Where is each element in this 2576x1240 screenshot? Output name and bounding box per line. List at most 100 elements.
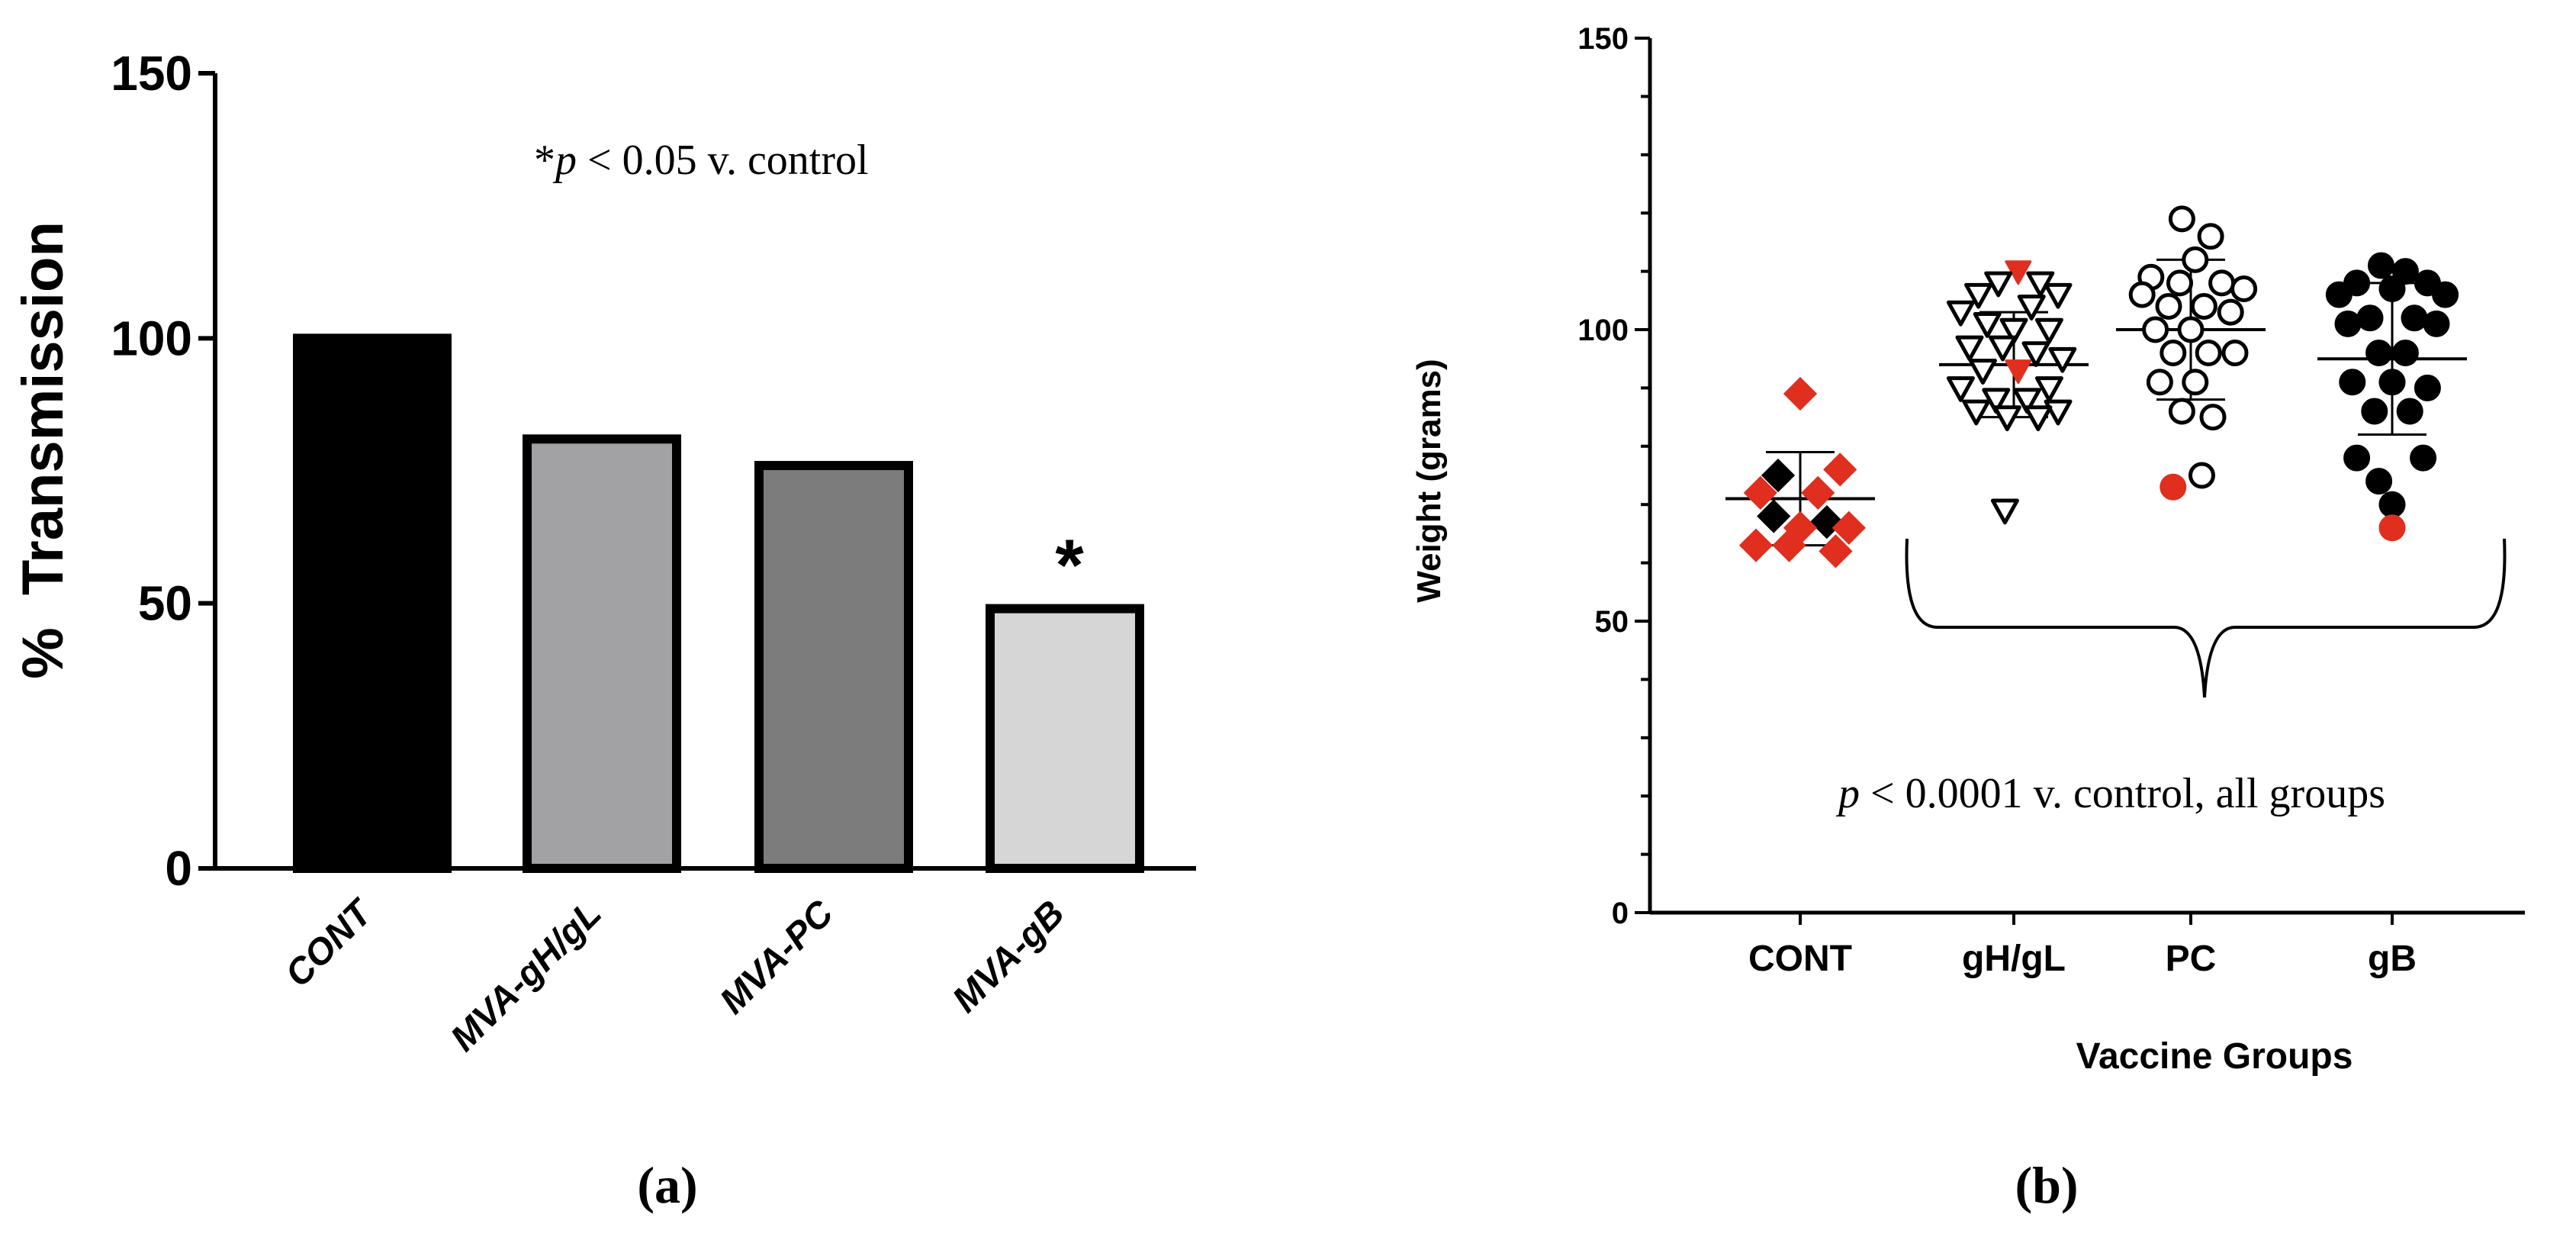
panel-a-xtick-label: MVA-PC <box>712 892 842 1022</box>
panel-b-annotation-p: p <box>1835 770 1860 817</box>
panel-a-xtick-label: MVA-gH/gL <box>443 893 609 1059</box>
panel-b-xtick-label: gH/gL <box>1962 939 2066 979</box>
panel-b-xtick-label: PC <box>2166 939 2217 979</box>
data-point-triangle-down <box>1946 300 1975 327</box>
data-point-triangle-down <box>1999 317 2028 344</box>
data-point-triangle-down <box>2024 405 2053 432</box>
data-point-circle <box>2195 340 2222 367</box>
data-point-diamond <box>1783 376 1818 411</box>
data-point-circle <box>2199 404 2227 431</box>
data-point-circle <box>2208 269 2236 297</box>
data-point-circle <box>2396 398 2423 425</box>
data-point-circle <box>2182 369 2209 396</box>
data-point-circle <box>2378 369 2406 396</box>
panel-a-bar-chart: % Transmission 0 50 100 150 * CONT MVA-gH/gL… <box>11 46 1196 1214</box>
data-point-triangle-down <box>2012 388 2041 414</box>
data-point-triangle-down <box>2017 295 2046 320</box>
panel-a-y-ticks: 0 50 100 150 <box>111 46 215 896</box>
panel-a-annotation: *p < 0.05 v. control <box>534 137 869 184</box>
bar-mva-gb <box>986 604 1144 873</box>
panel-a-ylabel: % Transmission <box>11 221 76 679</box>
data-point-triangle-down <box>1990 498 2019 525</box>
data-point-triangle-down <box>2034 376 2063 402</box>
data-point-circle <box>2221 340 2249 367</box>
data-point-triangle-down <box>1989 335 2017 362</box>
data-point-circle <box>2188 462 2215 489</box>
data-point-circle <box>2325 281 2352 308</box>
data-point-triangle-down <box>2005 359 2032 384</box>
data-point-circle <box>2378 514 2406 542</box>
data-point-circle <box>2168 398 2195 425</box>
data-point-diamond <box>1819 534 1853 568</box>
data-point-circle <box>2142 316 2169 343</box>
panel-b-annotation-rest: < 0.0001 v. control, all groups <box>1860 770 2385 817</box>
data-point-triangle-down <box>1955 335 1984 362</box>
data-point-circle <box>2339 369 2366 396</box>
data-point-triangle-down <box>1973 312 2002 338</box>
data-point-circle <box>2217 298 2244 326</box>
bar-mva-pc <box>754 461 913 873</box>
data-point-circle <box>2401 304 2428 332</box>
data-point-triangle-down <box>2021 341 2050 368</box>
data-point-circle <box>2361 398 2388 425</box>
data-point-diamond <box>1761 458 1796 493</box>
data-point-triangle-down <box>1964 282 1993 309</box>
panel-a-annotation-prefix: * <box>534 137 555 184</box>
data-point-triangle-down <box>1992 405 2021 432</box>
data-point-circle <box>2190 292 2217 320</box>
panel-b-xtick-label: gB <box>2368 939 2417 979</box>
panel-a-ytick-label: 100 <box>111 311 192 366</box>
panel-a-xtick-label: MVA-gB <box>945 893 1073 1020</box>
panel-b-label: (b) <box>2015 1156 2078 1214</box>
data-point-circle <box>2343 444 2371 472</box>
data-point-diamond <box>1832 510 1866 545</box>
data-point-diamond <box>1801 475 1835 510</box>
data-point-circle <box>2410 444 2437 472</box>
panel-b-ytick-label: 100 <box>1577 314 1629 347</box>
panel-a-annotation-rest: < 0.05 v. control <box>577 137 869 184</box>
data-point-triangle-down <box>1946 376 1975 402</box>
panel-a-xtick-label: CONT <box>278 891 381 995</box>
bar-mva-gh-gl <box>523 434 681 873</box>
data-point-circle <box>2414 374 2441 401</box>
panel-a-annotation-p: p <box>552 137 577 184</box>
data-point-circle <box>2230 275 2258 303</box>
data-point-circle <box>2378 275 2406 303</box>
data-point-circle <box>2334 310 2362 337</box>
data-point-diamond <box>1757 499 1791 533</box>
data-point-circle <box>2146 369 2173 396</box>
data-point-circle <box>2365 340 2393 367</box>
panel-b-error-bars <box>1725 258 2467 547</box>
data-point-triangle-down <box>2044 282 2073 309</box>
data-point-circle <box>2128 281 2156 308</box>
data-point-circle <box>2368 252 2394 279</box>
data-point-diamond <box>1772 528 1806 562</box>
data-point-circle <box>2423 310 2450 337</box>
panel-b-ytick-label: 150 <box>1577 22 1629 56</box>
data-point-circle <box>2182 246 2209 273</box>
data-point-circle <box>2177 316 2205 343</box>
panel-b-xlabel: Vaccine Groups <box>2076 1036 2353 1077</box>
data-point-circle <box>2168 205 2195 233</box>
data-point-diamond <box>1823 453 1857 487</box>
data-point-circle <box>2356 304 2384 332</box>
panel-b-points <box>1738 205 2459 568</box>
data-point-circle <box>2197 223 2224 250</box>
data-point-circle <box>2391 258 2419 285</box>
data-point-circle <box>2160 473 2187 501</box>
data-point-circle <box>2166 269 2193 297</box>
data-point-circle <box>2365 468 2393 495</box>
data-point-triangle-down <box>1962 399 1991 426</box>
data-point-circle <box>2155 292 2182 320</box>
panel-b-x-ticks: CONT gH/gL PC gB <box>1748 913 2417 979</box>
panel-a-ytick-label: 50 <box>138 576 192 631</box>
significance-star: * <box>1055 525 1084 607</box>
data-point-circle <box>2378 491 2406 518</box>
data-point-diamond <box>1738 528 1774 562</box>
panel-b-ylabel: Weight (grams) <box>1410 359 1448 602</box>
data-point-circle <box>2432 281 2459 308</box>
panel-b-ytick-label: 0 <box>1612 897 1629 930</box>
data-point-circle <box>2391 340 2419 367</box>
data-point-triangle-down <box>2048 346 2077 373</box>
